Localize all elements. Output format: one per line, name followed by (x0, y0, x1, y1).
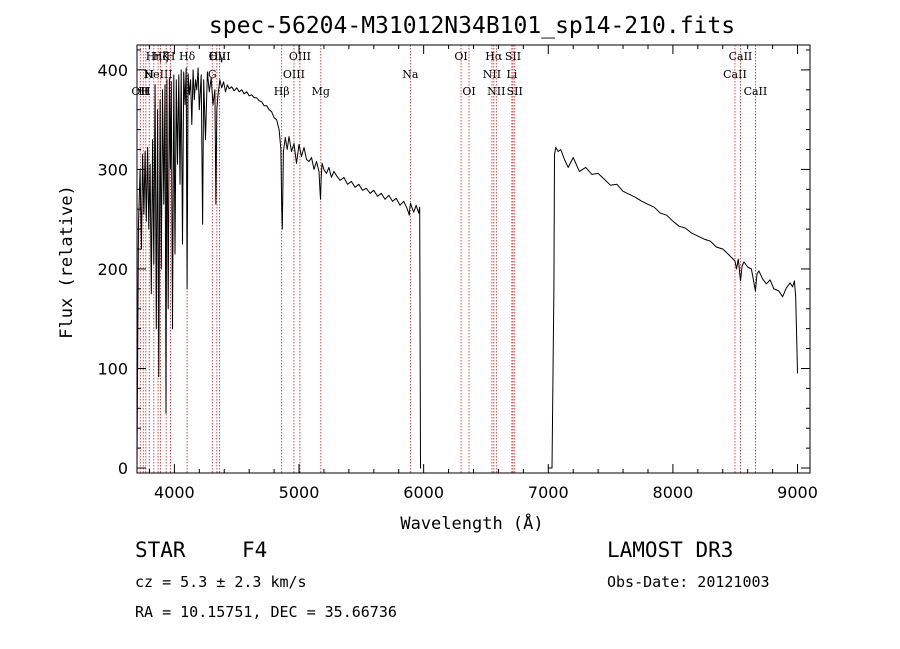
line-marker-label: OIII (209, 50, 231, 63)
line-marker-label: CaII (729, 50, 753, 63)
line-marker-label: Hβ (274, 85, 290, 98)
x-tick-label: 4000 (154, 483, 195, 502)
line-marker-label: CaII (744, 85, 768, 98)
ra-dec-coordinates: RA = 10.15751, DEC = 35.66736 (135, 603, 397, 621)
line-marker-label: Hγ (209, 50, 226, 63)
y-tick-label: 300 (97, 160, 128, 179)
spectrum-chart: spec-56204-M31012N34B101_sp14-210.fits O… (57, 13, 818, 534)
line-marker-label: Hα (485, 50, 503, 63)
x-tick-label: 8000 (653, 483, 694, 502)
x-tick-label: 6000 (403, 483, 444, 502)
line-marker-label: CaII (723, 68, 747, 81)
line-marker-label: Mg (312, 85, 330, 98)
line-marker-label: Na (402, 68, 419, 81)
x-axis: 4000 5000 6000 7000 8000 9000 (148, 45, 818, 502)
chart-title: spec-56204-M31012N34B101_sp14-210.fits (209, 13, 735, 39)
line-marker-label: H (166, 50, 176, 63)
line-marker-label: H (141, 85, 151, 98)
line-marker-label: SII (505, 50, 521, 63)
y-axis: 0 100 200 300 400 (97, 49, 810, 478)
line-marker-label: K (162, 50, 171, 63)
line-marker-label: NII (483, 68, 501, 81)
y-tick-label: 200 (97, 260, 128, 279)
object-subclass: F4 (242, 538, 268, 562)
line-marker-label: G (208, 68, 217, 81)
spectrum-series (136, 67, 798, 469)
redshift-velocity: cz = 5.3 ± 2.3 km/s (135, 573, 307, 591)
y-axis-label: Flux (relative) (57, 185, 77, 339)
line-marker-label: H (138, 85, 148, 98)
x-axis-label: Wavelength (Å) (400, 512, 543, 534)
line-marker-label: OII (131, 85, 149, 98)
object-class: STAR (135, 538, 186, 562)
y-tick-label: 400 (97, 61, 128, 80)
line-marker-label: H (144, 68, 154, 81)
line-marker-label: OIII (289, 50, 311, 63)
line-marker-label: OI (454, 50, 467, 63)
line-marker-label: SII (507, 85, 523, 98)
line-marker-label: Hζ (153, 50, 169, 63)
line-marker-label: OIII (283, 68, 305, 81)
x-tick-label: 7000 (528, 483, 569, 502)
spectrum-segment-0 (136, 67, 422, 469)
line-marker-label: Li (506, 68, 517, 81)
observation-date: Obs-Date: 20121003 (607, 573, 770, 591)
line-marker-label: NII (487, 85, 505, 98)
y-tick-label: 0 (118, 459, 128, 478)
line-marker-label: OI (462, 85, 475, 98)
line-marker-label: Hδ (179, 50, 196, 63)
y-tick-label: 100 (97, 359, 128, 378)
line-marker-label: NeIII (143, 68, 172, 81)
plot-frame (136, 44, 811, 474)
survey-name: LAMOST DR3 (607, 538, 734, 562)
line-marker-label: Hη (146, 50, 162, 63)
x-tick-label: 9000 (777, 483, 818, 502)
spectrum-segment-1 (548, 147, 798, 469)
x-tick-label: 5000 (279, 483, 320, 502)
